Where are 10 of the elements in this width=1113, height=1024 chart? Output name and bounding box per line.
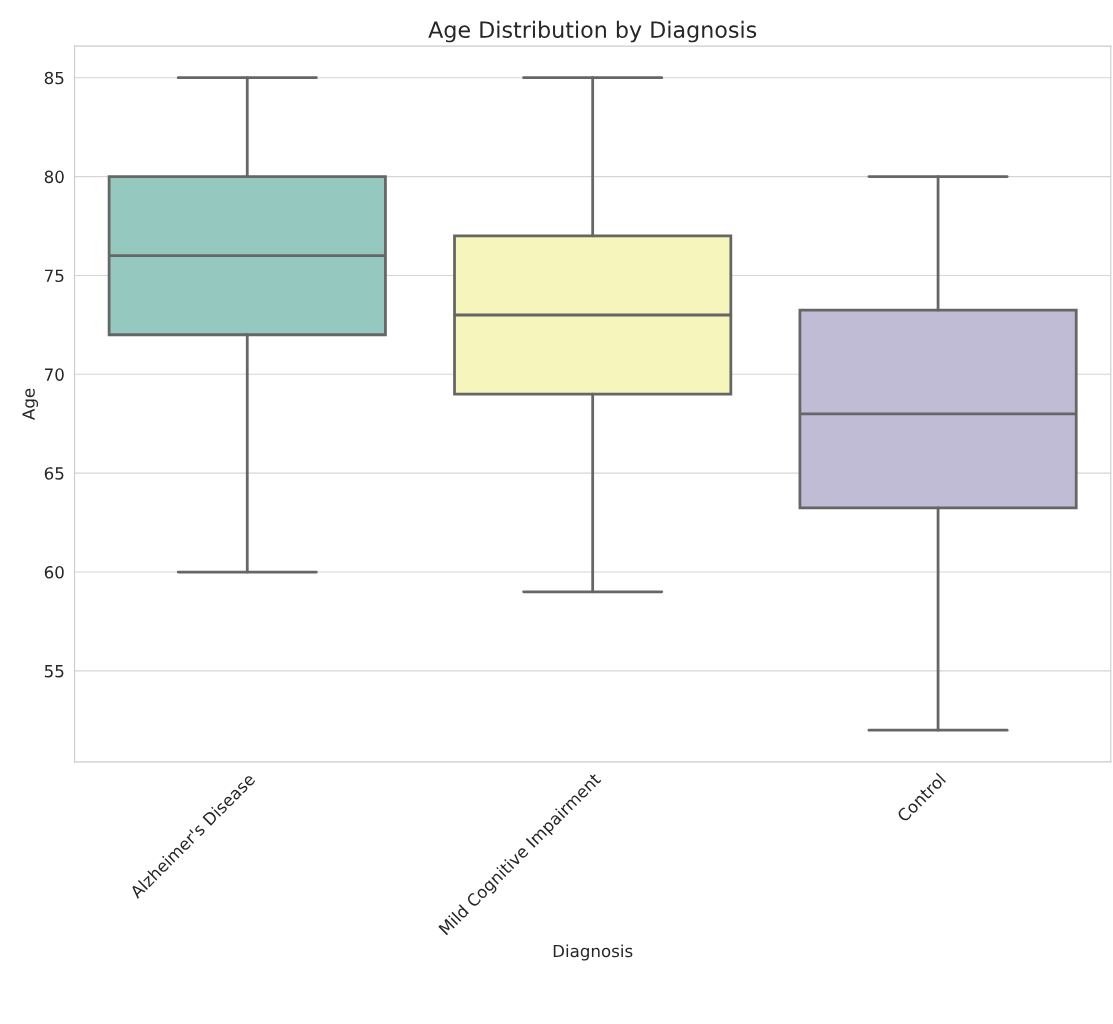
y-tick-label: 80	[44, 170, 64, 184]
y-tick-label: 65	[44, 467, 64, 480]
y-tick-label: 60	[44, 566, 64, 579]
chart-title: Age Distribution by Diagnosis	[428, 20, 757, 43]
y-tick-label: 75	[45, 269, 64, 283]
y-axis-title: Age	[22, 388, 39, 420]
y-tick-label: 70	[45, 368, 64, 381]
y-tick-label: 55	[44, 665, 64, 678]
y-tick-label: 85	[44, 71, 64, 85]
x-axis-title: Diagnosis	[553, 944, 633, 961]
